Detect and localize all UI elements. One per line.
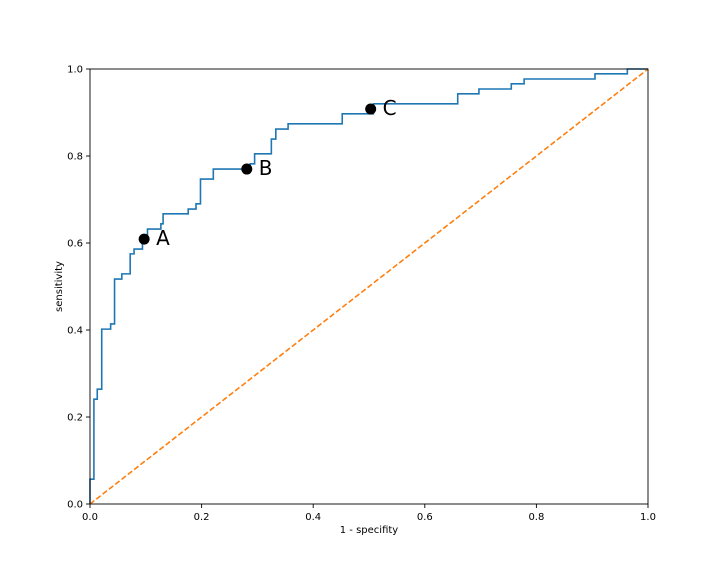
y-tick-label: 0.6 (67, 239, 83, 250)
y-tick-label: 0.8 (67, 152, 83, 163)
plot-frame (89, 68, 649, 505)
x-tick-label: 0.4 (305, 512, 321, 523)
y-axis-ticks: 0.0 0.2 0.4 0.6 0.8 1.0 (67, 65, 90, 511)
x-tick-label: 0.6 (417, 512, 433, 523)
y-tick-label: 1.0 (67, 65, 83, 76)
highlight-point-c (365, 103, 377, 115)
point-label-a: A (156, 226, 170, 250)
highlight-point-b (241, 163, 253, 175)
highlight-point-a (138, 233, 150, 245)
x-tick-label: 1.0 (640, 512, 656, 523)
roc-curve-line (89, 68, 648, 504)
x-tick-label: 0.2 (194, 512, 210, 523)
y-tick-label: 0.0 (67, 500, 83, 511)
x-tick-label: 0.8 (528, 512, 544, 523)
point-label-c: C (383, 96, 397, 120)
chance-diagonal-line (89, 68, 649, 505)
point-label-b: B (259, 156, 273, 180)
x-axis-ticks: 0.0 0.2 0.4 0.6 0.8 1.0 (82, 504, 656, 523)
y-tick-label: 0.4 (67, 326, 83, 337)
x-tick-label: 0.0 (82, 512, 98, 523)
y-axis-label: sensitivity (54, 261, 65, 312)
y-tick-label: 0.2 (67, 413, 83, 424)
plot-area: A B C (89, 68, 649, 505)
x-axis-label: 1 - specifity (340, 525, 399, 536)
